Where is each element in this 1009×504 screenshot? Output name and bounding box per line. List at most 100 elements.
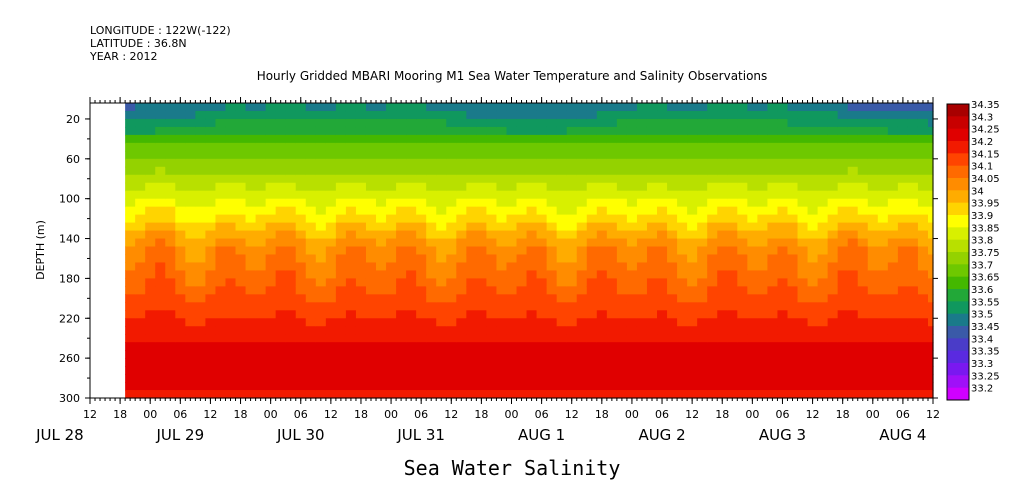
heatmap-cell (677, 103, 688, 112)
heatmap-cell (657, 350, 668, 359)
heatmap-cell (396, 262, 407, 272)
heatmap-cell (376, 110, 387, 120)
heatmap-cell (365, 294, 377, 303)
heatmap-cell (667, 310, 678, 319)
heatmap-cell (335, 174, 347, 184)
heatmap-cell (165, 206, 176, 216)
heatmap-cell (305, 262, 317, 272)
heatmap-cell (626, 262, 638, 272)
heatmap-cell (446, 270, 457, 279)
heatmap-cell (175, 350, 186, 359)
heatmap-cell (857, 374, 869, 383)
heatmap-cell (285, 278, 297, 287)
heatmap-cell (526, 246, 538, 256)
heatmap-cell (917, 382, 929, 391)
y-axis-label: DEPTH (m) (34, 220, 47, 280)
heatmap-cell (586, 366, 598, 375)
heatmap-cell (817, 214, 829, 224)
heatmap-cell (817, 254, 829, 264)
heatmap-cell (737, 246, 748, 256)
heatmap-cell (345, 310, 357, 319)
heatmap-cell (536, 358, 548, 367)
heatmap-cell (376, 230, 387, 240)
heatmap-cell (406, 150, 417, 160)
heatmap-cell (305, 118, 317, 128)
heatmap-cell (436, 230, 447, 240)
heatmap-cell (747, 302, 758, 311)
heatmap-cell (817, 246, 829, 256)
heatmap-cell (927, 158, 934, 168)
heatmap-cell (697, 390, 708, 399)
colorbar-label: 33.25 (971, 371, 1000, 382)
heatmap-cell (275, 358, 287, 367)
heatmap-cell (426, 334, 437, 343)
heatmap-cell (315, 118, 327, 128)
heatmap-cell (747, 214, 758, 224)
heatmap-cell (556, 174, 568, 184)
heatmap-cell (657, 286, 668, 295)
heatmap-cell (687, 174, 698, 184)
heatmap-cell (376, 254, 387, 264)
y-tick-label: 20 (66, 113, 80, 126)
heatmap-cell (747, 126, 758, 136)
heatmap-cell (636, 350, 648, 359)
heatmap-cell (556, 110, 568, 120)
colorbar-label: 33.95 (971, 199, 1000, 210)
heatmap-cell (235, 254, 247, 264)
heatmap-cell (526, 302, 538, 311)
heatmap-cell (767, 158, 779, 168)
heatmap-cell (436, 126, 447, 136)
heatmap-cell (717, 254, 728, 264)
heatmap-cell (907, 150, 919, 160)
heatmap-cell (576, 246, 588, 256)
heatmap-cell (325, 222, 337, 232)
heatmap-cell (777, 190, 789, 200)
heatmap-cell (646, 326, 658, 335)
heatmap-cell (667, 374, 678, 383)
heatmap-cell (335, 278, 347, 287)
heatmap-cell (165, 222, 176, 232)
heatmap-cell (386, 278, 397, 287)
heatmap-cell (817, 374, 829, 383)
heatmap-cell (566, 230, 578, 240)
heatmap-cell (636, 182, 648, 192)
heatmap-cell (145, 310, 156, 319)
heatmap-cell (757, 310, 769, 319)
heatmap-cell (917, 222, 929, 232)
heatmap-cell (165, 134, 176, 144)
heatmap-cell (827, 222, 839, 232)
heatmap-cell (155, 198, 166, 208)
heatmap-cell (847, 246, 859, 256)
x-day-label: AUG 4 (879, 426, 926, 444)
heatmap-cell (305, 206, 317, 216)
heatmap-cell (285, 270, 297, 279)
heatmap-cell (436, 110, 447, 120)
heatmap-cell (526, 110, 538, 120)
heatmap-cell (897, 350, 909, 359)
heatmap-cell (185, 103, 196, 112)
heatmap-cell (927, 302, 934, 311)
heatmap-cell (436, 103, 447, 112)
heatmap-cell (275, 150, 287, 160)
heatmap-cell (717, 190, 728, 200)
heatmap-cell (677, 350, 688, 359)
heatmap-cell (847, 214, 859, 224)
heatmap-cell (345, 126, 357, 136)
heatmap-cell (697, 254, 708, 264)
heatmap-cell (476, 382, 488, 391)
heatmap-cell (516, 182, 528, 192)
heatmap-cell (747, 118, 758, 128)
heatmap-cell (586, 150, 598, 160)
heatmap-cell (325, 134, 337, 144)
heatmap-cell (596, 390, 608, 399)
heatmap-cell (396, 230, 407, 240)
heatmap-cell (456, 342, 467, 351)
heatmap-cell (646, 190, 658, 200)
heatmap-cell (546, 278, 558, 287)
heatmap-cell (506, 118, 518, 128)
heatmap-cell (446, 382, 457, 391)
heatmap-cell (536, 278, 548, 287)
heatmap-cell (386, 134, 397, 144)
heatmap-cell (225, 103, 237, 112)
heatmap-cell (907, 334, 919, 343)
